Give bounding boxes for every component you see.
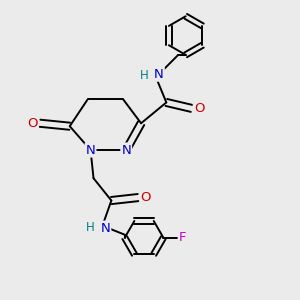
Text: H: H xyxy=(86,221,95,234)
Text: F: F xyxy=(179,231,186,244)
Text: N: N xyxy=(121,143,131,157)
Text: O: O xyxy=(140,191,151,204)
Text: H: H xyxy=(140,69,148,82)
Text: O: O xyxy=(27,117,38,130)
Text: N: N xyxy=(154,68,164,81)
Text: O: O xyxy=(194,102,204,115)
Text: N: N xyxy=(86,143,95,157)
Text: N: N xyxy=(100,222,110,235)
